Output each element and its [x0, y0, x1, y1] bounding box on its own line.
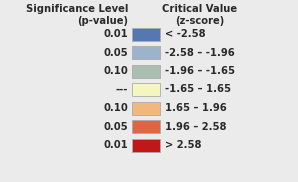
- Text: 0.01: 0.01: [103, 29, 128, 39]
- Text: 1.96 – 2.58: 1.96 – 2.58: [165, 122, 226, 132]
- Text: 0.10: 0.10: [103, 66, 128, 76]
- FancyBboxPatch shape: [132, 102, 160, 114]
- FancyBboxPatch shape: [132, 64, 160, 78]
- Text: -1.65 – 1.65: -1.65 – 1.65: [165, 84, 231, 94]
- Text: < -2.58: < -2.58: [165, 29, 206, 39]
- Text: 0.05: 0.05: [103, 48, 128, 58]
- Text: 1.65 – 1.96: 1.65 – 1.96: [165, 103, 227, 113]
- FancyBboxPatch shape: [132, 27, 160, 41]
- Text: Significance Level
(p-value): Significance Level (p-value): [26, 4, 128, 26]
- Text: -1.96 – -1.65: -1.96 – -1.65: [165, 66, 235, 76]
- Text: 0.10: 0.10: [103, 103, 128, 113]
- Text: -2.58 – -1.96: -2.58 – -1.96: [165, 48, 235, 58]
- Text: ---: ---: [116, 84, 128, 94]
- FancyBboxPatch shape: [132, 120, 160, 133]
- FancyBboxPatch shape: [132, 46, 160, 59]
- Text: 0.01: 0.01: [103, 140, 128, 150]
- Text: > 2.58: > 2.58: [165, 140, 201, 150]
- Text: 0.05: 0.05: [103, 122, 128, 132]
- Text: Critical Value
(z-score): Critical Value (z-score): [162, 4, 238, 26]
- FancyBboxPatch shape: [132, 83, 160, 96]
- FancyBboxPatch shape: [132, 139, 160, 151]
